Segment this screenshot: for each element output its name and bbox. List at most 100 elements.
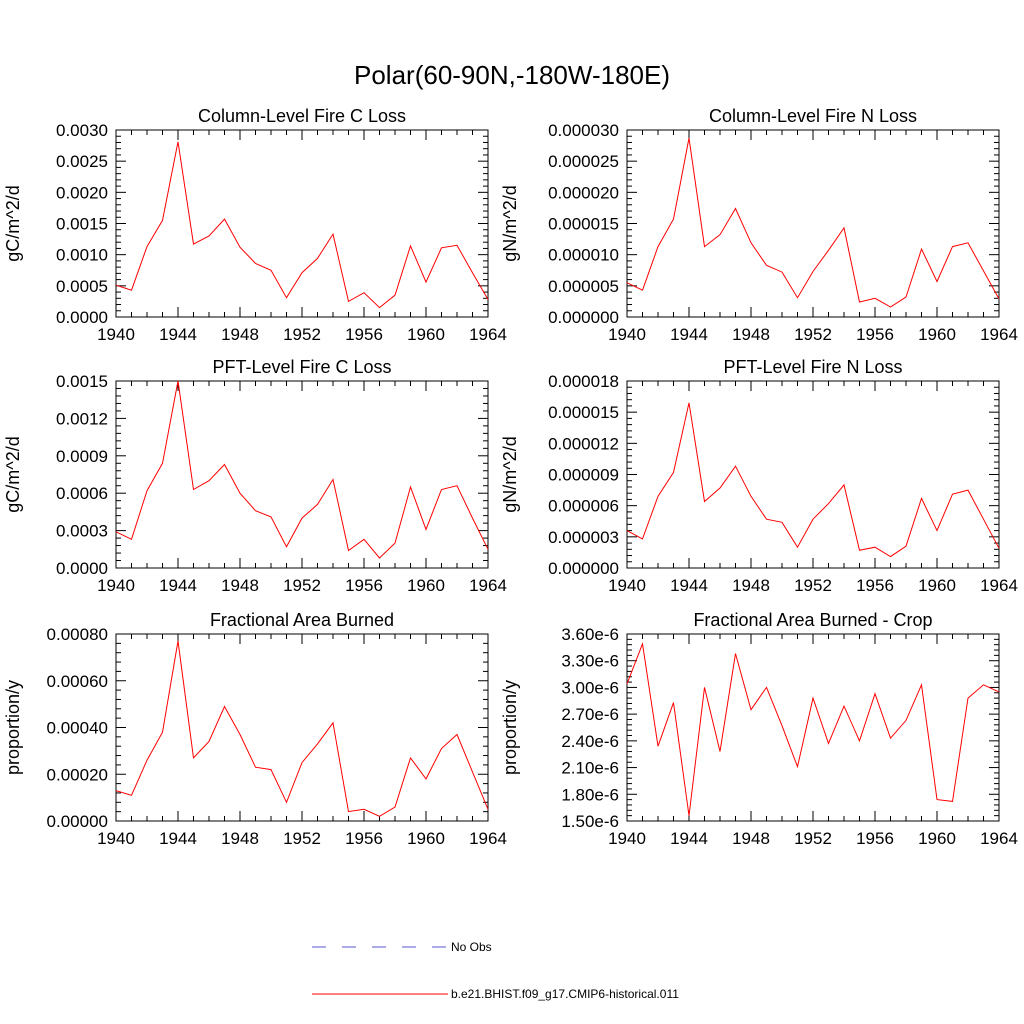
- legend-item-2: b.e21.BHIST.f09_g17.CMIP6-historical.011: [312, 987, 679, 1001]
- y-tick-label: 0.00000: [47, 812, 108, 831]
- plot-frame: [115, 129, 489, 318]
- y-tick-label: 0.000003: [548, 528, 619, 547]
- x-tick-label: 1960: [407, 829, 445, 848]
- chart-panel-4: PFT-Level Fire N Loss 1940 1944 1948 1952 195…: [500, 357, 1018, 595]
- chart-panel-2: Column-Level Fire N Loss 1940 1944 1948 1952…: [500, 106, 1018, 344]
- chart-panel-5: Fractional Area Burned 1940 1944 1948 1952 19…: [3, 610, 507, 848]
- panel-title: Fractional Area Burned: [210, 610, 394, 630]
- x-tick-label: 1964: [980, 829, 1018, 848]
- x-tick-label: 1952: [794, 829, 832, 848]
- y-tick-label: 0.0025: [56, 152, 108, 171]
- x-tick-label: 1948: [732, 576, 770, 595]
- y-tick-label: 0.000018: [548, 372, 619, 391]
- x-tick-label: 1948: [221, 829, 259, 848]
- panel-title: PFT-Level Fire N Loss: [723, 357, 902, 377]
- x-tick-label: 1940: [608, 829, 646, 848]
- y-tick-label: 3.60e-6: [561, 625, 619, 644]
- x-tick-label: 1956: [856, 829, 894, 848]
- x-tick-label: 1940: [97, 325, 135, 344]
- x-tick-label: 1952: [794, 576, 832, 595]
- chart-panel-6: Fractional Area Burned - Crop 1940 1944 194…: [500, 610, 1018, 848]
- y-tick-label: 3.00e-6: [561, 678, 619, 697]
- plot-frame: [626, 633, 1000, 822]
- x-tick-label: 1948: [221, 325, 259, 344]
- y-tick-label: 0.0010: [56, 246, 108, 265]
- y-tick-label: 0.0015: [56, 215, 108, 234]
- x-tick-label: 1952: [283, 325, 321, 344]
- x-tick-label: 1944: [670, 829, 708, 848]
- x-tick-label: 1964: [469, 829, 507, 848]
- y-tick-label: 0.000015: [548, 403, 619, 422]
- x-tick-label: 1952: [794, 325, 832, 344]
- series-line: [115, 380, 489, 559]
- y-tick-label: 2.70e-6: [561, 705, 619, 724]
- x-tick-label: 1956: [856, 576, 894, 595]
- x-tick-label: 1956: [345, 576, 383, 595]
- x-tick-label: 1948: [732, 829, 770, 848]
- legend-label: No Obs: [451, 940, 492, 954]
- y-tick-label: 0.000025: [548, 152, 619, 171]
- x-tick-label: 1944: [159, 576, 197, 595]
- y-axis-label: gC/m^2/d: [3, 185, 23, 261]
- x-tick-label: 1940: [608, 576, 646, 595]
- panel-title: Column-Level Fire N Loss: [709, 106, 917, 126]
- y-tick-label: 0.00040: [47, 719, 108, 738]
- panel-title: Column-Level Fire C Loss: [198, 106, 406, 126]
- x-tick-label: 1952: [283, 829, 321, 848]
- chart-panel-1: Column-Level Fire C Loss 1940 1944 1948 1952…: [3, 106, 507, 344]
- x-tick-label: 1944: [670, 325, 708, 344]
- panel-title: PFT-Level Fire C Loss: [212, 357, 391, 377]
- x-tick-label: 1940: [97, 829, 135, 848]
- series-line: [626, 641, 1000, 816]
- y-axis-label: gN/m^2/d: [500, 185, 520, 261]
- y-tick-label: 0.000009: [548, 466, 619, 485]
- x-tick-label: 1964: [469, 325, 507, 344]
- panel-title: Fractional Area Burned - Crop: [693, 610, 932, 630]
- x-tick-label: 1960: [407, 576, 445, 595]
- x-tick-label: 1960: [407, 325, 445, 344]
- y-tick-label: 0.0015: [56, 372, 108, 391]
- y-tick-label: 0.0005: [56, 277, 108, 296]
- legend-label: b.e21.BHIST.f09_g17.CMIP6-historical.011: [451, 987, 679, 1001]
- y-tick-label: 0.000015: [548, 215, 619, 234]
- y-tick-label: 0.000000: [548, 308, 619, 327]
- chart-panel-3: PFT-Level Fire C Loss 1940 1944 1948 1952 195…: [3, 357, 507, 595]
- x-tick-label: 1940: [608, 325, 646, 344]
- x-tick-label: 1952: [283, 576, 321, 595]
- y-tick-label: 0.0003: [56, 522, 108, 541]
- y-tick-label: 0.0020: [56, 183, 108, 202]
- y-tick-label: 0.0006: [56, 484, 108, 503]
- x-tick-label: 1944: [159, 829, 197, 848]
- x-tick-label: 1956: [345, 829, 383, 848]
- y-tick-label: 2.10e-6: [561, 759, 619, 778]
- y-axis-label: proportion/y: [500, 680, 520, 775]
- y-tick-label: 0.0030: [56, 121, 108, 140]
- figure-title: Polar(60-90N,-180W-180E): [354, 60, 670, 90]
- x-tick-label: 1944: [159, 325, 197, 344]
- x-tick-label: 1964: [469, 576, 507, 595]
- y-tick-label: 3.30e-6: [561, 652, 619, 671]
- series-line: [626, 402, 1000, 558]
- y-tick-label: 0.0009: [56, 447, 108, 466]
- x-tick-label: 1956: [345, 325, 383, 344]
- x-tick-label: 1940: [97, 576, 135, 595]
- y-tick-label: 1.80e-6: [561, 785, 619, 804]
- plot-frame: [626, 380, 1000, 569]
- y-tick-label: 0.000005: [548, 277, 619, 296]
- y-tick-label: 0.0000: [56, 308, 108, 327]
- x-tick-label: 1944: [670, 576, 708, 595]
- y-axis-label: gN/m^2/d: [500, 436, 520, 512]
- y-tick-label: 1.50e-6: [561, 812, 619, 831]
- legend: No Obs b.e21.BHIST.f09_g17.CMIP6-historic…: [312, 940, 679, 1001]
- series-line: [115, 640, 489, 817]
- x-tick-label: 1948: [221, 576, 259, 595]
- x-tick-label: 1960: [918, 576, 956, 595]
- y-tick-label: 0.00080: [47, 625, 108, 644]
- y-tick-label: 2.40e-6: [561, 732, 619, 751]
- y-tick-label: 0.00060: [47, 672, 108, 691]
- y-tick-label: 0.00020: [47, 765, 108, 784]
- series-line: [626, 138, 1000, 308]
- x-tick-label: 1960: [918, 325, 956, 344]
- x-tick-label: 1956: [856, 325, 894, 344]
